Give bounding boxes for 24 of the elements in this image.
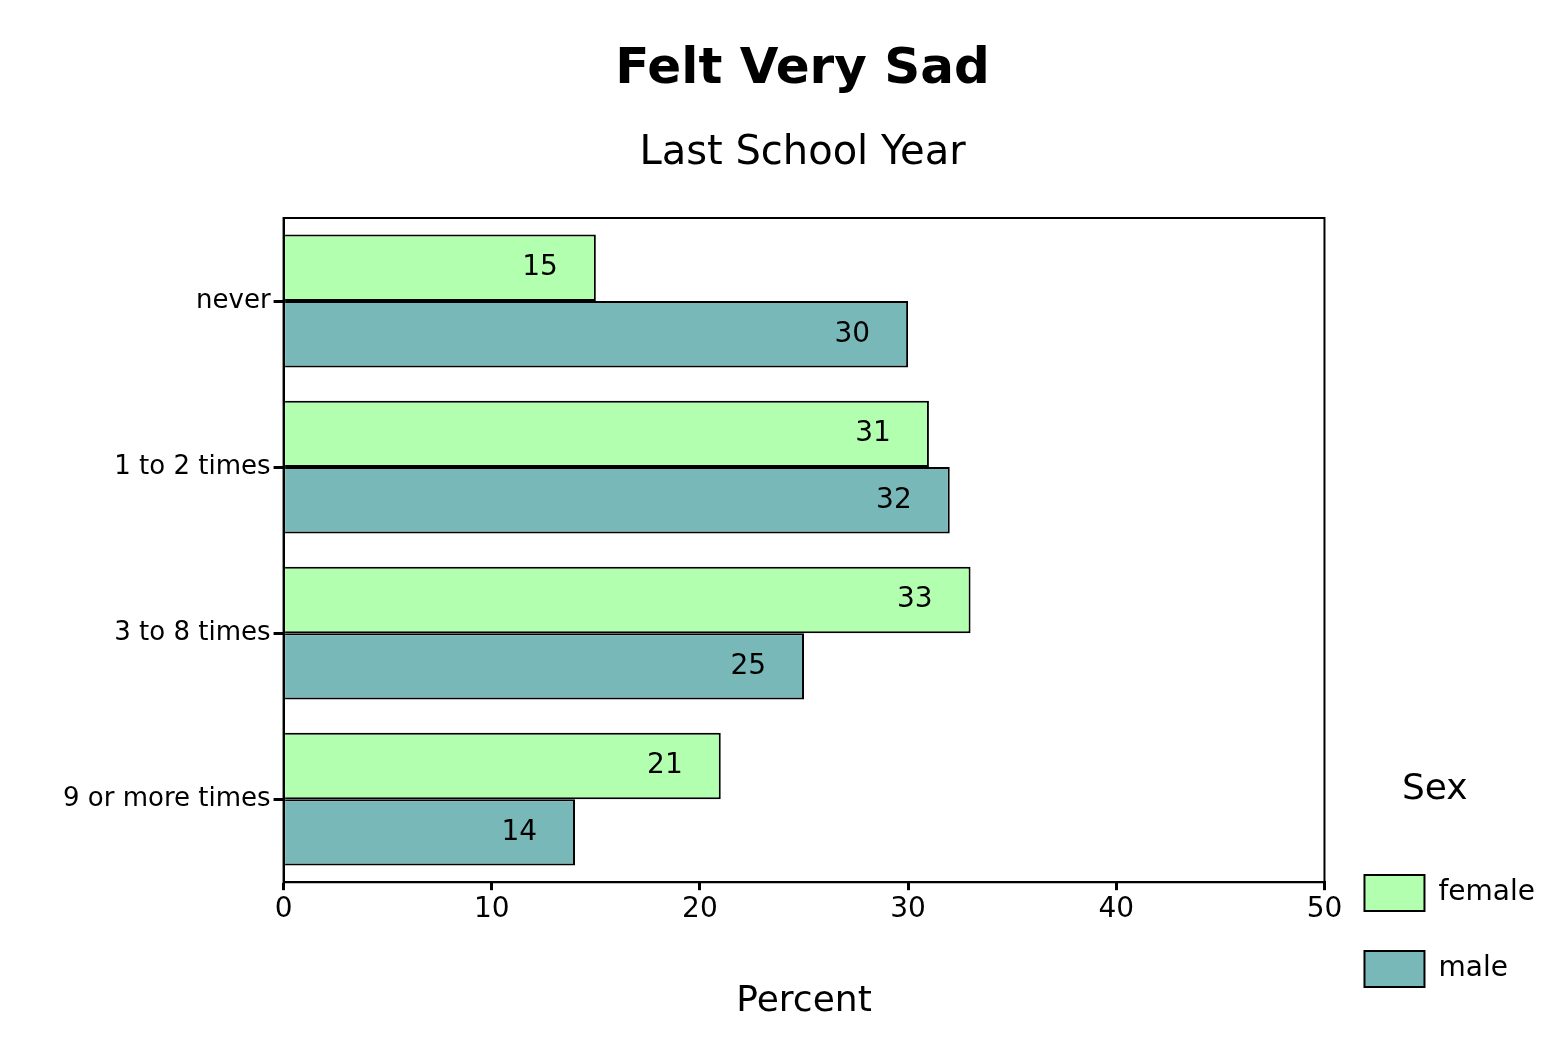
data-label: 30	[834, 315, 871, 349]
data-label: 33	[896, 581, 933, 615]
data-label: 15	[522, 249, 558, 283]
x-tick-label: 40	[1098, 891, 1135, 925]
chart-subtitle: Last School Year	[639, 127, 967, 174]
legend-title: Sex	[1401, 766, 1468, 808]
legend-label: female	[1438, 874, 1536, 908]
y-tick-label: 1 to 2 times	[114, 449, 271, 480]
chart-title: Felt Very Sad	[615, 36, 990, 95]
legend-label: male	[1438, 950, 1508, 984]
y-tick-label: never	[196, 283, 271, 314]
data-label: 32	[876, 481, 912, 515]
x-tick-label: 30	[890, 891, 926, 925]
y-tick-label: 9 or more times	[62, 781, 271, 812]
data-label: 31	[855, 415, 891, 449]
y-tick-label: 3 to 8 times	[114, 615, 271, 646]
x-tick-label: 50	[1306, 891, 1343, 925]
x-tick-label: 0	[274, 891, 293, 925]
data-label: 21	[647, 747, 683, 781]
x-tick-label: 10	[473, 891, 510, 925]
data-label: 14	[501, 813, 538, 847]
x-tick-label: 20	[682, 891, 718, 925]
x-axis-title: Percent	[736, 977, 872, 1019]
data-label: 25	[730, 647, 767, 681]
